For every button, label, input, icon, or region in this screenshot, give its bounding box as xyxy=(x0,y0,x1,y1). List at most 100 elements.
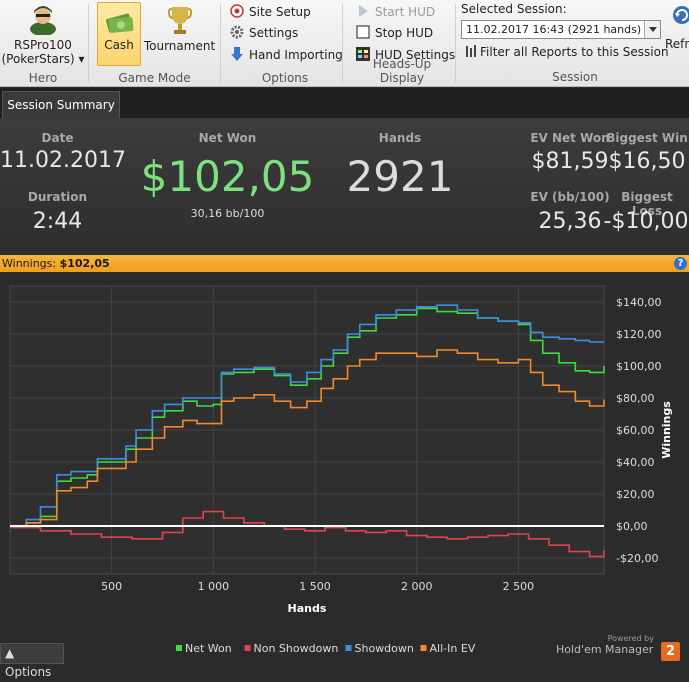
x-tick-label: 2 500 xyxy=(503,580,535,593)
duration-label: Duration xyxy=(27,190,88,204)
options-arrow-icon: ▲ xyxy=(5,646,15,660)
session-summary-panel: Date 11.02.2017 Duration 2:44 Net Won $1… xyxy=(0,118,689,254)
y-tick-label: $80,00 xyxy=(616,392,655,405)
x-axis-label: Hands xyxy=(288,602,327,615)
tournament-label: Tournament xyxy=(143,39,216,53)
y-tick-label: $20,00 xyxy=(616,488,655,501)
hud-settings-icon xyxy=(356,47,370,61)
y-tick-label: $120,00 xyxy=(616,328,662,341)
filter-icon xyxy=(465,44,477,58)
filter-session-label: Filter all Reports to this Session xyxy=(480,45,669,59)
winnings-chart: -$20,00 $0,00 $20,00 $40,00 $60,00 $80,00 $100… xyxy=(9,285,673,655)
hands-label: Hands xyxy=(378,131,422,145)
series-line-all-in-ev xyxy=(10,349,605,527)
hud-settings-button[interactable]: HUD Settings xyxy=(356,45,455,65)
biggest-loss-label: Biggest Loss xyxy=(621,190,673,218)
site-setup-button[interactable]: Site Setup xyxy=(230,2,311,22)
session-dropdown[interactable]: 11.02.2017 16:43 (2921 hands) xyxy=(461,20,661,39)
biggest-win-label: Biggest Win xyxy=(606,131,688,145)
ev-net-won-value: $81,59 xyxy=(531,149,609,174)
y-axis-label: Winnings xyxy=(660,401,673,459)
x-tick-label: 1 000 xyxy=(198,580,230,593)
site-setup-icon xyxy=(230,4,244,18)
settings-button[interactable]: Settings xyxy=(230,23,298,43)
divider xyxy=(342,4,343,82)
date-value: 11.02.2017 xyxy=(0,148,126,173)
options-button[interactable]: ▲ Options xyxy=(0,643,64,679)
options-group: Site Setup Settings Hand Importing Optio… xyxy=(230,0,343,87)
biggest-loss-value: -$10,00 xyxy=(603,209,689,234)
x-tick-label: 500 xyxy=(101,580,122,593)
net-won-value: $102,05 xyxy=(140,152,315,201)
net-won-bb-value: 30,16 bb/100 xyxy=(190,207,265,220)
tournament-button[interactable]: Tournament xyxy=(142,2,217,66)
hero-avatar-icon[interactable] xyxy=(28,3,58,36)
divider xyxy=(88,4,89,82)
site-setup-label: Site Setup xyxy=(249,5,311,19)
hud-settings-label: HUD Settings xyxy=(375,48,456,62)
ribbon-toolbar: RSPro100 (PokerStars) ▾ Hero Cash xyxy=(0,0,689,87)
legend-swatch xyxy=(420,645,427,651)
settings-label: Settings xyxy=(249,26,299,40)
chevron-down-icon[interactable] xyxy=(644,21,660,38)
x-tick-label: 2 000 xyxy=(401,580,433,593)
biggest-win-value: $16,50 xyxy=(608,149,686,174)
ev-bb-value: 25,36 xyxy=(538,209,602,234)
ev-bb-label: EV (bb/100) xyxy=(530,190,610,204)
hero-name: RSPro100 xyxy=(14,38,72,52)
divider xyxy=(220,4,221,82)
filter-session-button[interactable]: Filter all Reports to this Session xyxy=(465,42,669,62)
hero-site: (PokerStars) ▾ xyxy=(1,52,85,66)
game-mode-group: Cash Tournament Game Mode xyxy=(92,0,217,87)
start-hud-button[interactable]: Start HUD xyxy=(356,2,435,22)
series-line-non-showdown xyxy=(10,510,605,558)
y-tick-label: -$20,00 xyxy=(616,552,658,565)
start-hud-label: Start HUD xyxy=(375,5,436,19)
legend-entry: Net Won xyxy=(185,642,232,655)
brand-logo: Powered by Hold'em Manager 2 xyxy=(556,634,680,661)
hero-group: RSPro100 (PokerStars) ▾ Hero xyxy=(0,0,86,87)
cash-icon xyxy=(105,8,135,39)
powered-by-text: Powered by xyxy=(607,634,654,643)
hand-importing-label: Hand Importing xyxy=(249,48,343,62)
play-icon xyxy=(356,4,370,18)
x-tick-label: 1 500 xyxy=(299,580,331,593)
date-label: Date xyxy=(41,131,74,145)
selected-session-title: Selected Session: xyxy=(461,2,567,16)
session-group-label: Session xyxy=(552,70,598,84)
cash-button[interactable]: Cash xyxy=(97,2,141,66)
brand-name: Hold'em Manager xyxy=(556,643,654,656)
legend-entry: Non Showdown xyxy=(254,642,339,655)
legend-entry: All-In EV xyxy=(430,642,476,655)
legend-entry: Showdown xyxy=(355,642,414,655)
divider xyxy=(455,4,456,82)
y-tick-label: $100,00 xyxy=(616,360,662,373)
duration-value: 2:44 xyxy=(32,209,83,234)
hand-importing-button[interactable]: Hand Importing xyxy=(230,45,343,65)
session-dropdown-value: 11.02.2017 16:43 (2921 hands) xyxy=(466,23,642,36)
hud-group-label: Heads-Up Display xyxy=(372,57,432,85)
options-label: Options xyxy=(5,665,52,679)
cash-label: Cash xyxy=(104,38,134,52)
y-tick-label: $40,00 xyxy=(616,456,655,469)
stop-hud-button[interactable]: Stop HUD xyxy=(356,23,433,43)
hero-group-label: Hero xyxy=(28,71,58,85)
series-line-showdown xyxy=(10,304,604,527)
trophy-icon xyxy=(167,5,193,40)
brand-badge: 2 xyxy=(661,642,680,661)
hero-selector[interactable]: RSPro100 (PokerStars) ▾ xyxy=(0,38,86,66)
tab-session-summary[interactable]: Session Summary xyxy=(2,91,120,118)
y-tick-label: $0,00 xyxy=(616,520,648,533)
stop-icon xyxy=(356,25,370,39)
gear-icon xyxy=(230,25,244,39)
refresh-icon xyxy=(671,4,689,26)
stop-hud-label: Stop HUD xyxy=(375,26,434,40)
refresh-label: Refre xyxy=(665,37,689,51)
winnings-chart-panel: -$20,00 $0,00 $20,00 $40,00 $60,00 $80,00 $100… xyxy=(0,272,689,664)
import-arrow-icon xyxy=(230,47,244,61)
hud-group: Start HUD Stop HUD HUD Settings Heads-Up… xyxy=(352,0,455,87)
y-tick-label: $60,00 xyxy=(616,424,655,437)
help-icon[interactable]: ? xyxy=(674,257,687,270)
options-group-label: Options xyxy=(261,71,309,85)
y-tick-label: $140,00 xyxy=(616,296,662,309)
